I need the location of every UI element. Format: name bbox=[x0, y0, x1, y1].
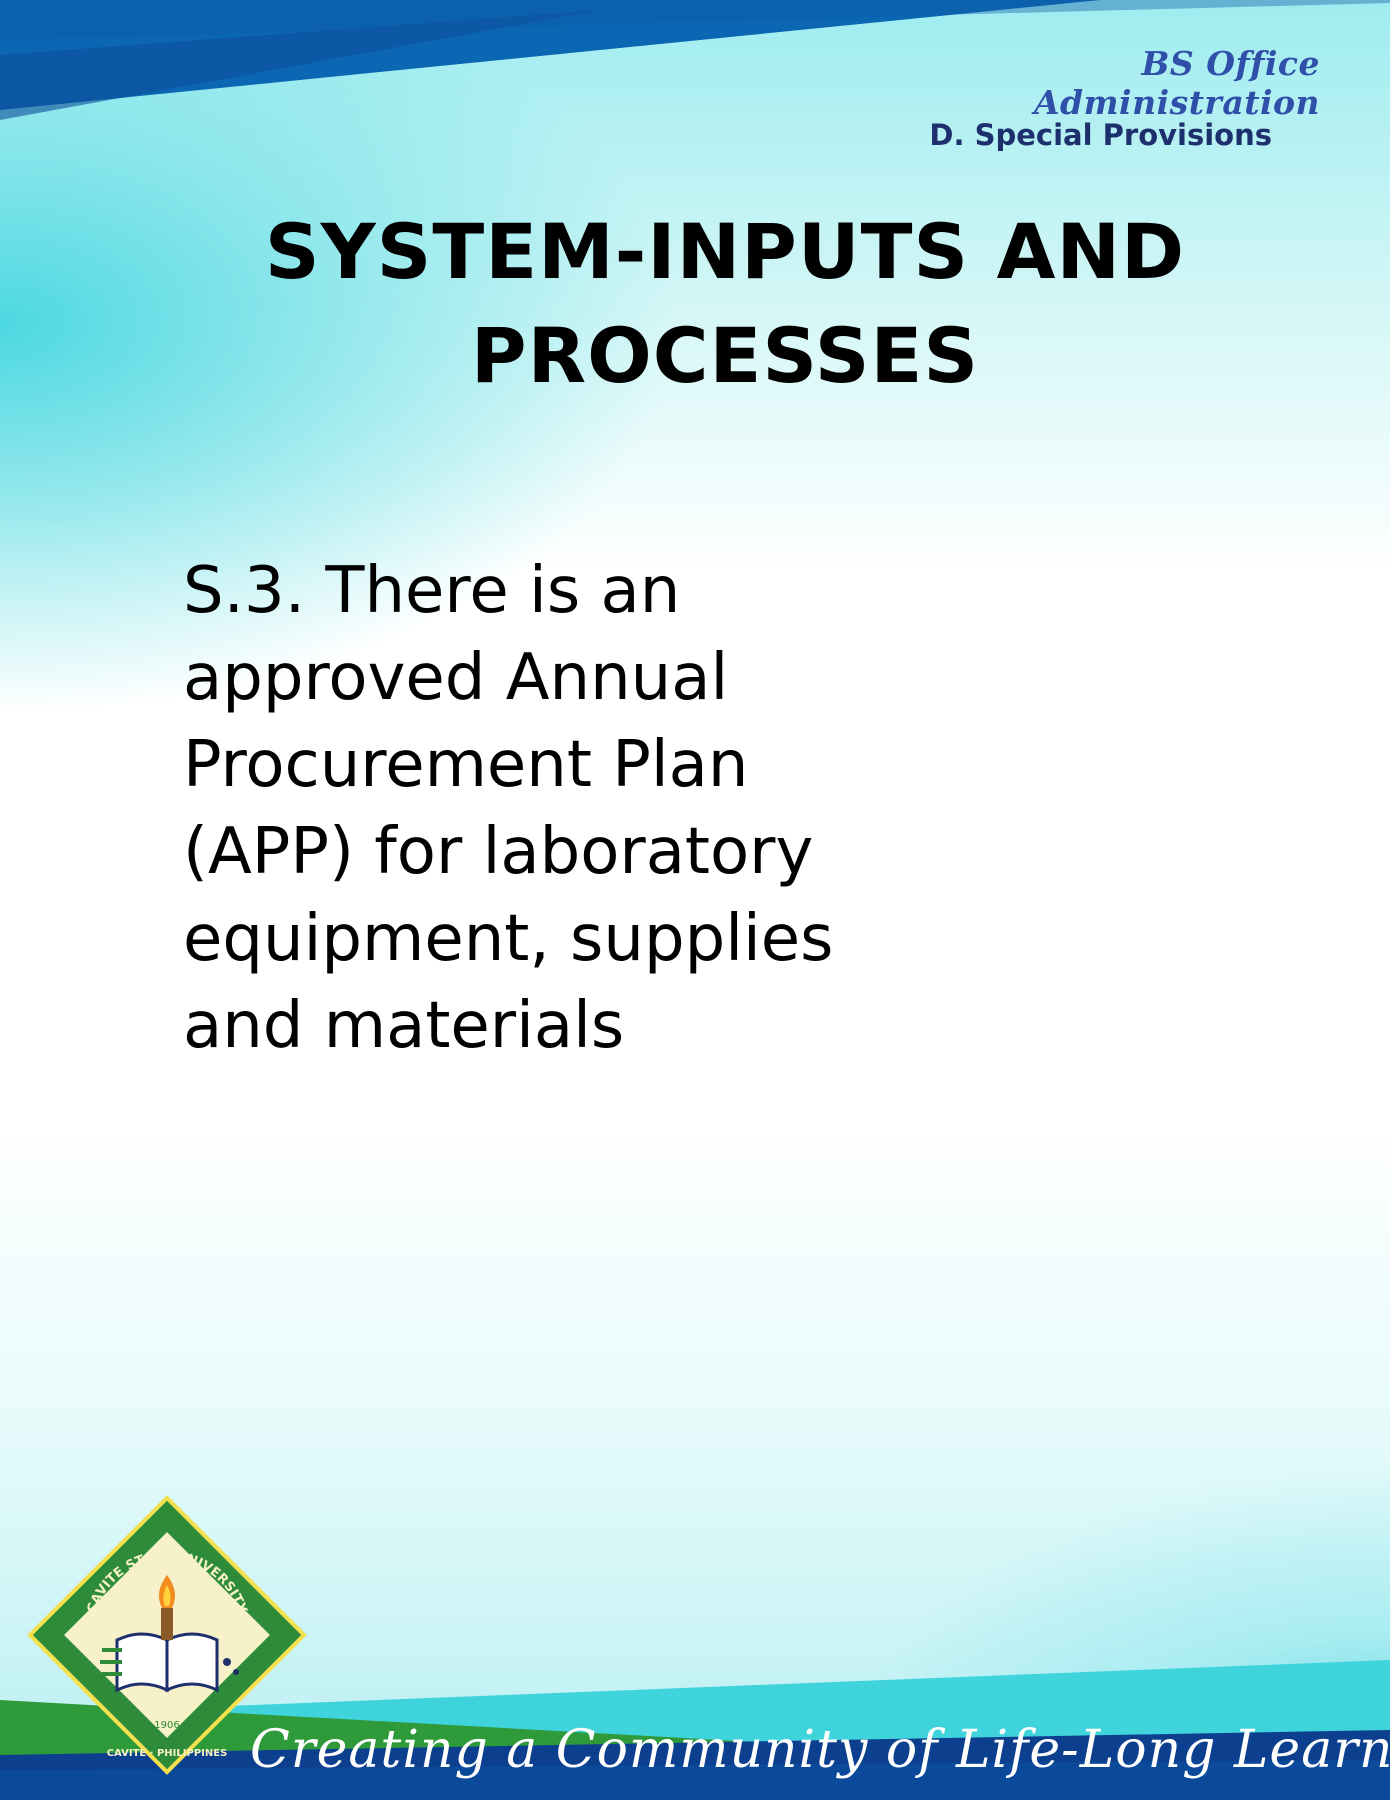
section-label: D. Special Provisions bbox=[929, 118, 1272, 152]
university-seal-icon: CAVITE STATE UNIVERSITY 1906 CAVITE · PH… bbox=[27, 1495, 307, 1775]
program-title: BS Office Administration bbox=[1033, 44, 1320, 122]
statement-line: S.3. There is an bbox=[183, 554, 681, 628]
page-title-line-2: PROCESSES bbox=[470, 311, 980, 400]
statement-line: approved Annual bbox=[183, 641, 729, 715]
seal-year: 1906 bbox=[154, 1720, 179, 1731]
statement-line: (APP) for laboratory bbox=[183, 815, 814, 889]
university-motto: Creating a Community of Life-Long Learne… bbox=[250, 1720, 1390, 1780]
statement-line: and materials bbox=[183, 989, 625, 1063]
bottom-banner-band bbox=[0, 1660, 1390, 1800]
seal-text-bottom: CAVITE · PHILIPPINES bbox=[107, 1748, 228, 1759]
standard-statement: S.3. There is an approved Annual Procure… bbox=[183, 548, 903, 1070]
statement-line: equipment, supplies bbox=[183, 902, 834, 976]
statement-line: Procurement Plan bbox=[183, 728, 749, 802]
page-title: SYSTEM-INPUTS AND PROCESSES bbox=[160, 200, 1290, 408]
page-title-line-1: SYSTEM-INPUTS AND bbox=[264, 207, 1186, 296]
top-banner-band bbox=[0, 0, 1390, 120]
